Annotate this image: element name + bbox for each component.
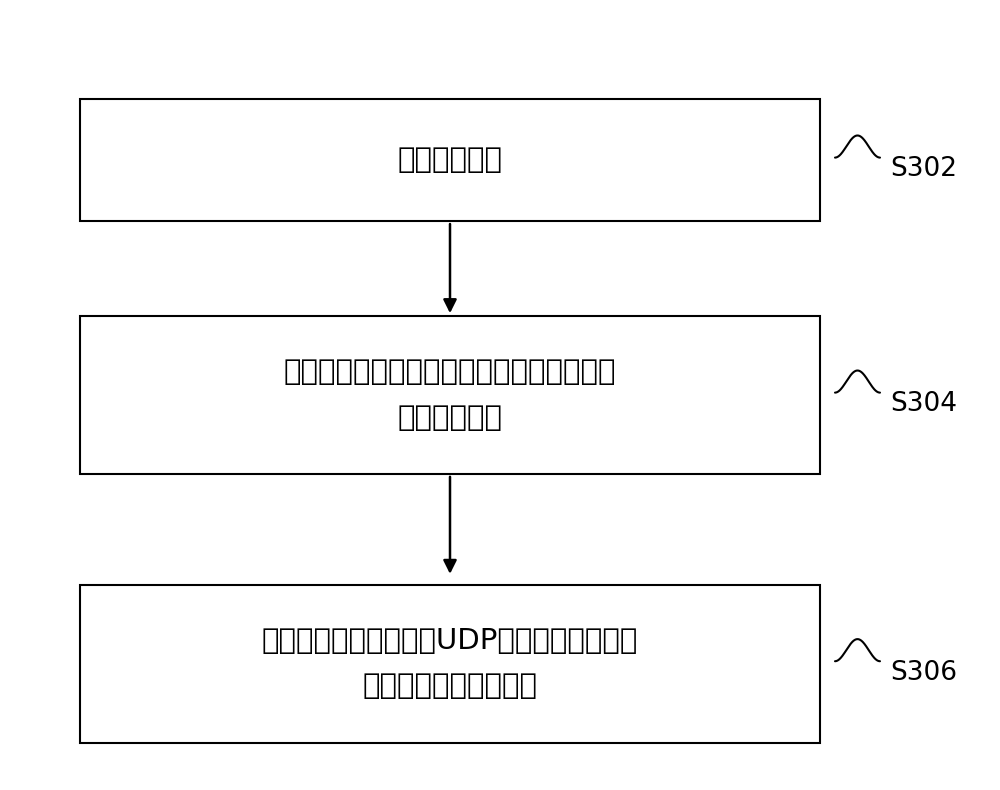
Text: 在目标报文的流量为非对称流量的情况下，
解析目标报文: 在目标报文的流量为非对称流量的情况下， 解析目标报文: [284, 358, 616, 432]
Text: S302: S302: [890, 156, 957, 182]
Text: 读取目标报文的外层的UDP头，根据附件信息
头还原内层的原始报文: 读取目标报文的外层的UDP头，根据附件信息 头还原内层的原始报文: [262, 626, 638, 701]
Bar: [80, 316, 820, 474]
Bar: [80, 585, 820, 743]
Text: 接收目标报文: 接收目标报文: [398, 146, 503, 174]
Text: S306: S306: [890, 660, 957, 686]
Text: S304: S304: [890, 392, 957, 417]
Bar: [80, 99, 820, 221]
